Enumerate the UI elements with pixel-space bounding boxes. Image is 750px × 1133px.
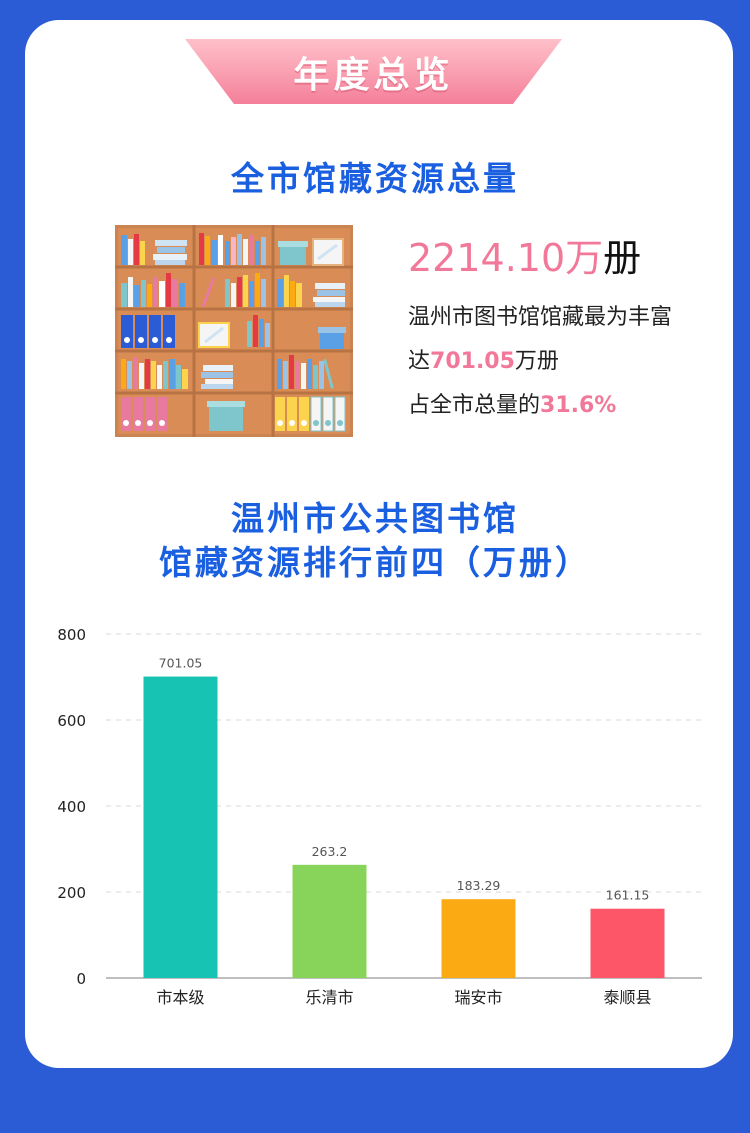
total-unit-wan: 万 xyxy=(565,236,604,280)
stat-line-3: 占全市总量的31.6% xyxy=(408,384,672,428)
x-tick-label: 市本级 xyxy=(156,988,204,1007)
bar xyxy=(143,676,218,978)
total-unit-ce: 册 xyxy=(603,236,642,280)
stat-line-1: 温州市图书馆馆藏最为丰富 xyxy=(408,305,673,330)
line2-value: 701.05 xyxy=(430,349,515,374)
stat-line-2: 达701.05万册 xyxy=(408,340,672,384)
banner-title: 年度总览 xyxy=(293,54,454,96)
total-volume: 2214.10万册 xyxy=(408,232,672,284)
content-card xyxy=(25,20,733,1068)
section1-title: 全市馆藏资源总量 xyxy=(231,159,519,198)
bar-value-label: 161.15 xyxy=(606,888,650,903)
line2-suffix: 万册 xyxy=(514,349,559,374)
section2-title-line2: 馆藏资源排行前四（万册） xyxy=(159,543,591,582)
y-tick-label: 0 xyxy=(76,970,86,988)
bar-value-label: 183.29 xyxy=(457,878,501,893)
bar-value-label: 263.2 xyxy=(312,844,348,859)
y-tick-label: 800 xyxy=(57,626,86,644)
y-tick-label: 600 xyxy=(57,712,86,730)
x-tick-label: 瑞安市 xyxy=(454,988,502,1007)
line3-value: 31.6% xyxy=(540,393,617,418)
bar-value-label: 701.05 xyxy=(159,656,203,671)
line2-prefix: 达 xyxy=(408,349,431,374)
title-ribbon: 年度总览 xyxy=(185,39,562,104)
bar xyxy=(292,864,367,978)
x-tick-label: 乐清市 xyxy=(305,988,353,1007)
y-tick-label: 400 xyxy=(57,798,86,816)
bar xyxy=(590,908,665,978)
stats-block: 2214.10万册 温州市图书馆馆藏最为丰富 达701.05万册 占全市总量的3… xyxy=(408,232,672,428)
bookshelf-icon xyxy=(115,225,353,437)
bar xyxy=(441,899,516,978)
y-tick-label: 200 xyxy=(57,884,86,902)
line3-prefix: 占全市总量的 xyxy=(408,393,541,418)
section2-title-line1: 温州市公共图书馆 xyxy=(231,499,519,538)
x-tick-label: 泰顺县 xyxy=(603,988,651,1007)
bar-chart: 0 200 400 600 800 701.05 市本级 263.2 乐清市 183.29 瑞安市 1… xyxy=(57,626,702,1007)
total-value: 2214.10 xyxy=(408,236,566,280)
